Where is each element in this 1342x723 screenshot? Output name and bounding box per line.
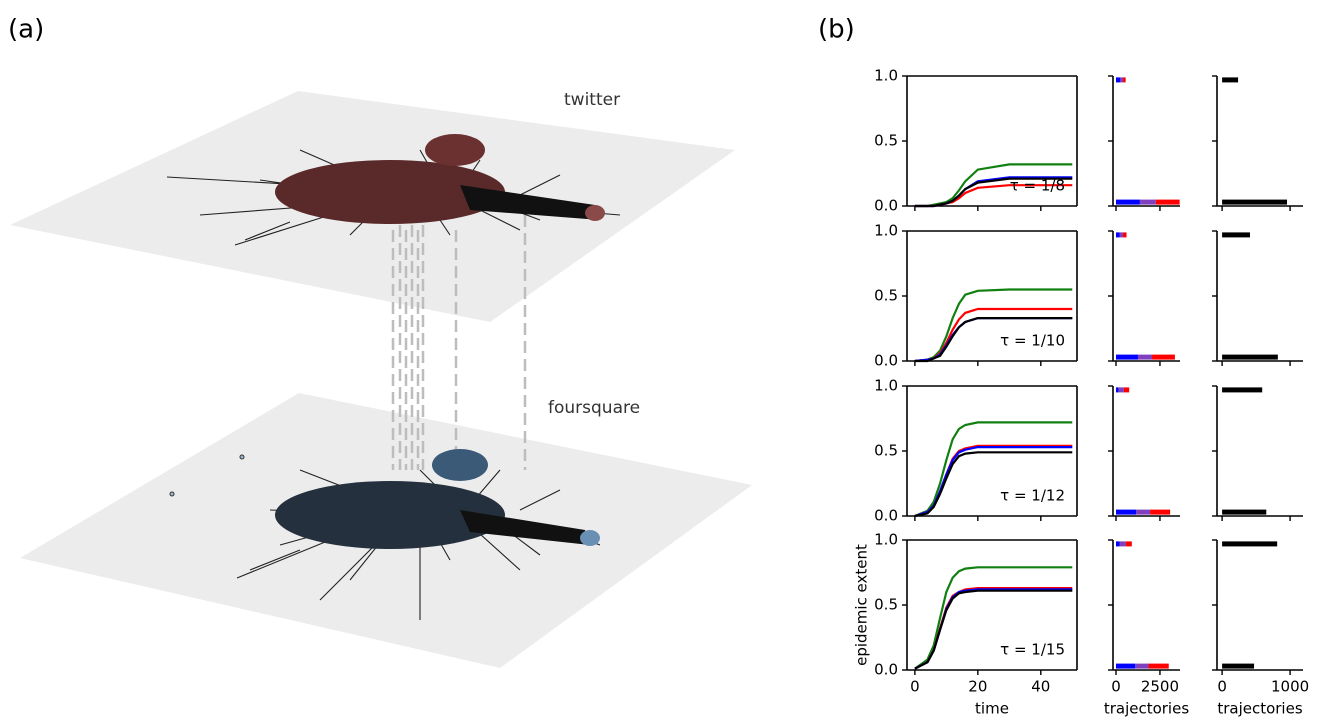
bar (1119, 232, 1124, 238)
bar (1222, 199, 1288, 205)
bar (1222, 387, 1263, 393)
y-tick-label: 0.5 (874, 442, 898, 460)
annotation: τ = 1/10 (1000, 332, 1065, 350)
bar (1222, 232, 1250, 238)
y-tick-label: 0.5 (874, 132, 898, 150)
bar (1136, 509, 1151, 515)
bar (1123, 232, 1127, 238)
x-tick-label: 0 (1217, 678, 1227, 696)
node-cluster (580, 530, 600, 546)
y-tick-label: 0.5 (874, 287, 898, 305)
node-cluster (432, 449, 488, 481)
bar (1115, 387, 1119, 393)
bar (1139, 199, 1156, 205)
bar (1119, 541, 1126, 547)
x-tick-label: 0 (910, 678, 920, 696)
bar (1123, 387, 1130, 393)
annotation: τ = 1/15 (1000, 641, 1065, 659)
bar (1115, 199, 1140, 205)
bar (1148, 663, 1169, 669)
node (239, 454, 245, 460)
bar (1118, 387, 1124, 393)
x-tick-label: 20 (968, 678, 987, 696)
node-cluster (460, 185, 600, 220)
trajectory-mean (914, 446, 1073, 518)
trajectory-mean (914, 444, 1073, 518)
y-tick-label: 0.0 (874, 197, 898, 215)
network-illustration: twitter foursquare (10, 90, 752, 668)
trajectory-mean (914, 451, 1073, 518)
x-tick-label: 1000 (1271, 678, 1309, 696)
bar (1115, 509, 1137, 515)
panel-label: (a) (8, 15, 44, 45)
y-tick-label: 0.0 (874, 507, 898, 525)
bar (1222, 663, 1255, 669)
annotation: τ = 1/8 (1010, 177, 1065, 195)
x-axis-label: time (975, 700, 1009, 718)
node-cluster (460, 510, 590, 545)
bar (1155, 199, 1180, 205)
node (169, 491, 175, 497)
bar (1123, 77, 1126, 83)
bar (1125, 541, 1132, 547)
bar (1135, 663, 1149, 669)
bar (1115, 77, 1121, 83)
y-tick-label: 1.0 (874, 222, 898, 240)
trajectory-mean (914, 288, 1073, 363)
x-tick-label: 0 (1111, 678, 1121, 696)
x-tick-label: 2500 (1141, 678, 1179, 696)
trajectory-mean (914, 421, 1073, 518)
foursquare-network (169, 449, 601, 620)
inter-layer-links (391, 215, 527, 470)
y-tick-label: 0.5 (874, 596, 898, 614)
bar (1222, 77, 1239, 83)
node-cluster (425, 134, 485, 166)
bar (1115, 354, 1138, 360)
layer-label: twitter (564, 90, 620, 110)
bar (1115, 663, 1136, 669)
trajectory-mean (914, 566, 1073, 670)
y-tick-label: 1.0 (874, 67, 898, 85)
panel-label: (b) (818, 15, 855, 45)
bar (1222, 541, 1278, 547)
layer-label: foursquare (548, 398, 640, 418)
trajectory-mean (914, 317, 1073, 363)
bar (1150, 509, 1171, 515)
bar (1120, 77, 1124, 83)
bar (1115, 232, 1120, 238)
y-axis-label: epidemic extent (853, 544, 871, 666)
bar (1222, 509, 1267, 515)
x-tick-label: 40 (1031, 678, 1050, 696)
x-axis-label: trajectories (1104, 700, 1190, 718)
annotation: τ = 1/12 (1000, 487, 1065, 505)
node-cluster (275, 160, 505, 224)
node-cluster (585, 205, 605, 221)
x-axis-label: trajectories (1217, 700, 1303, 718)
twitter-network (166, 134, 621, 246)
y-tick-label: 1.0 (874, 531, 898, 549)
bar (1115, 541, 1120, 547)
y-tick-label: 0.0 (874, 352, 898, 370)
trajectory-mean (914, 589, 1073, 670)
y-tick-label: 1.0 (874, 377, 898, 395)
bar (1152, 354, 1175, 360)
bar (1222, 354, 1278, 360)
bar (1137, 354, 1153, 360)
y-tick-label: 0.0 (874, 661, 898, 679)
node-cluster (275, 481, 505, 549)
